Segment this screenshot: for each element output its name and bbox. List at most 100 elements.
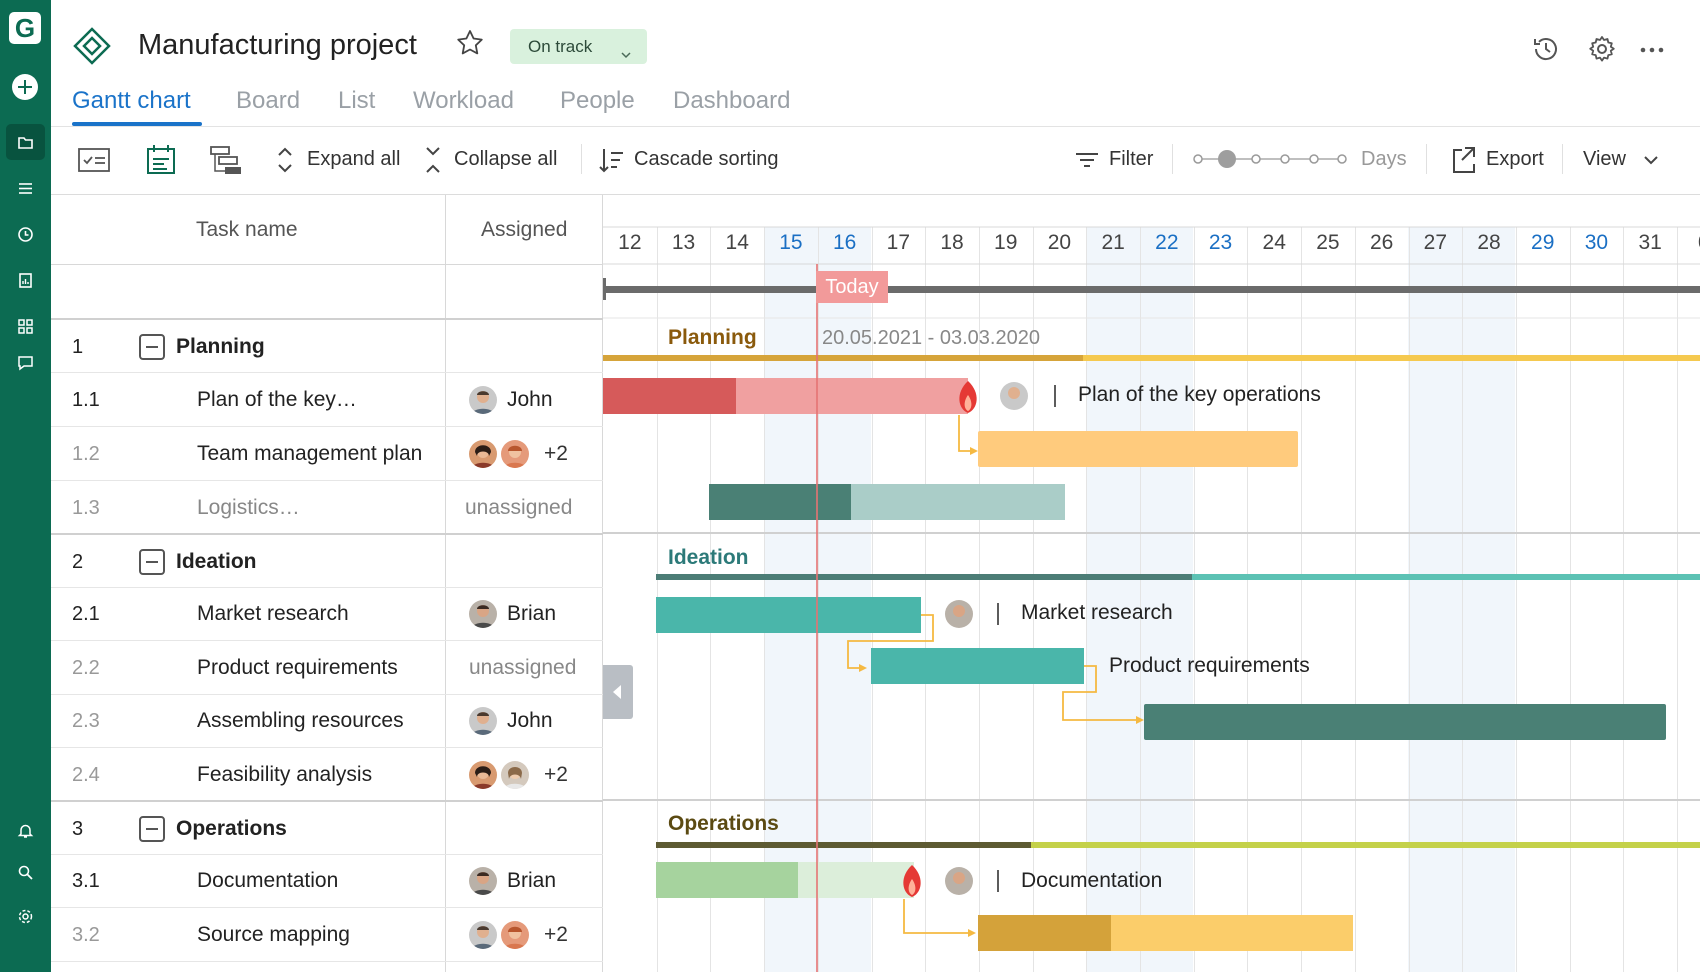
row-number: 1.3 <box>72 497 100 519</box>
collapse-panel-handle[interactable] <box>603 665 633 719</box>
table-row[interactable]: 3 Operations <box>51 800 603 855</box>
bell-icon[interactable] <box>17 822 34 839</box>
view-dropdown[interactable]: View <box>1583 148 1626 170</box>
group-bar-operations-done[interactable] <box>656 842 1031 848</box>
group-name: Ideation <box>176 550 257 573</box>
more-assignees-count[interactable]: +2 <box>544 442 568 465</box>
tab-workload[interactable]: Workload <box>413 87 514 114</box>
task-name[interactable]: Assembling resources <box>197 709 404 732</box>
tab-list[interactable]: List <box>338 87 376 114</box>
bar-label: Market research <box>1021 601 1173 624</box>
table-row[interactable]: 2 Ideation <box>51 533 603 588</box>
assignee-unassigned[interactable]: unassigned <box>465 496 573 519</box>
expand-all-button[interactable]: Expand all <box>307 148 401 170</box>
task-name[interactable]: Logistics… <box>197 496 300 519</box>
history-icon[interactable] <box>1530 33 1562 65</box>
assignee-unassigned[interactable]: unassigned <box>469 656 577 679</box>
project-status-dropdown[interactable]: On track <box>510 29 647 64</box>
expand-all-icon[interactable] <box>272 143 298 177</box>
clock-icon[interactable] <box>17 226 34 243</box>
table-row[interactable]: 1 Planning <box>51 318 603 373</box>
group-bar-planning-done[interactable] <box>603 355 1083 361</box>
task-bar-remaining[interactable] <box>736 378 968 414</box>
task-bar-remaining[interactable] <box>851 484 1065 520</box>
group-bar-ideation-done[interactable] <box>656 574 1192 580</box>
tab-people[interactable]: People <box>560 87 635 114</box>
overdue-fire-icon-core <box>908 879 916 895</box>
task-name[interactable]: Product requirements <box>197 656 398 679</box>
table-row[interactable]: 2.1 Market research Brian <box>51 587 603 641</box>
day-label: 16 <box>832 231 857 254</box>
collapse-group-icon[interactable] <box>139 816 165 842</box>
more-assignees-count[interactable]: +2 <box>544 763 568 786</box>
grid-icon[interactable] <box>17 318 34 335</box>
zoom-slider[interactable] <box>1190 143 1350 177</box>
tab-gantt-chart[interactable]: Gantt chart <box>72 87 191 114</box>
task-bar-progress[interactable] <box>978 915 1111 951</box>
search-icon[interactable] <box>17 864 34 881</box>
table-row[interactable]: 2.2 Product requirements unassigned <box>51 641 603 695</box>
task-name[interactable]: Market research <box>197 602 349 625</box>
group-bar-planning-remaining[interactable] <box>1083 355 1700 361</box>
calendar-icon[interactable] <box>144 143 178 177</box>
task-name[interactable]: Source mapping <box>197 923 350 946</box>
day-label: 27 <box>1423 231 1448 254</box>
task-bar-remaining[interactable] <box>1111 915 1353 951</box>
column-header-assigned[interactable]: Assigned <box>481 218 568 241</box>
more-assignees-count[interactable]: +2 <box>544 923 568 946</box>
export-button[interactable]: Export <box>1486 148 1544 170</box>
export-icon[interactable] <box>1450 143 1478 177</box>
avatar-face <box>953 872 965 884</box>
cascade-sorting-button[interactable]: Cascade sorting <box>634 148 779 170</box>
table-row[interactable]: 3.2 Source mapping +2 <box>51 908 603 962</box>
filter-icon[interactable] <box>1073 143 1101 177</box>
collapse-all-button[interactable]: Collapse all <box>454 148 558 170</box>
chat-icon[interactable] <box>17 354 34 371</box>
app-logo[interactable]: G <box>9 12 41 44</box>
list-icon[interactable] <box>17 180 34 197</box>
task-name[interactable]: Plan of the key… <box>197 388 357 411</box>
collapse-all-icon[interactable] <box>420 143 446 177</box>
settings-gear-icon[interactable] <box>1586 33 1618 65</box>
chevron-down-icon[interactable] <box>1640 143 1662 177</box>
task-bar[interactable] <box>871 648 1084 684</box>
collapse-group-icon[interactable] <box>139 549 165 575</box>
table-row[interactable]: 2.3 Assembling resources John <box>51 694 603 748</box>
tab-board[interactable]: Board <box>236 87 301 114</box>
table-row[interactable]: 1.2 Team management plan +2 <box>51 427 603 481</box>
table-row[interactable]: 2.4 Feasibility analysis +2 <box>51 748 603 802</box>
task-bar-remaining[interactable] <box>798 862 914 898</box>
create-new-icon[interactable] <box>12 74 38 100</box>
row-number: 1 <box>72 336 84 358</box>
favorite-star-icon[interactable] <box>455 28 485 58</box>
chevron-down-icon <box>619 39 633 59</box>
task-bar-progress[interactable] <box>709 484 851 520</box>
report-icon[interactable] <box>17 272 34 289</box>
table-row[interactable]: 1.1 Plan of the key… John <box>51 373 603 427</box>
task-bar-progress[interactable] <box>656 862 798 898</box>
group-label-planning: Planning <box>668 326 757 349</box>
task-name[interactable]: Documentation <box>197 869 339 892</box>
group-bar-operations-remaining[interactable] <box>1031 842 1700 848</box>
task-name[interactable]: Feasibility analysis <box>197 763 373 786</box>
task-name[interactable]: Team management plan <box>197 442 423 465</box>
column-header-task-name[interactable]: Task name <box>196 218 298 241</box>
table-row[interactable]: 1.3 Logistics… unassigned <box>51 481 603 535</box>
more-options-icon[interactable] <box>1636 33 1668 65</box>
row-number: 2.1 <box>72 603 100 625</box>
task-checklist-icon[interactable] <box>77 143 111 177</box>
task-bar[interactable] <box>1144 704 1666 740</box>
filter-button[interactable]: Filter <box>1109 148 1154 170</box>
hierarchy-icon[interactable] <box>209 143 243 177</box>
group-bar-ideation-remaining[interactable] <box>1192 574 1700 580</box>
settings-gear-icon[interactable] <box>17 908 34 925</box>
task-bar[interactable] <box>978 431 1298 467</box>
task-bar[interactable] <box>656 597 921 633</box>
collapse-group-icon[interactable] <box>139 334 165 360</box>
sort-icon[interactable] <box>597 143 627 177</box>
project-summary-bar[interactable] <box>603 286 1700 293</box>
tab-dashboard[interactable]: Dashboard <box>673 87 791 114</box>
task-bar-progress[interactable] <box>603 378 736 414</box>
folder-icon[interactable] <box>17 134 34 151</box>
table-row[interactable]: 3.1 Documentation Brian <box>51 854 603 908</box>
